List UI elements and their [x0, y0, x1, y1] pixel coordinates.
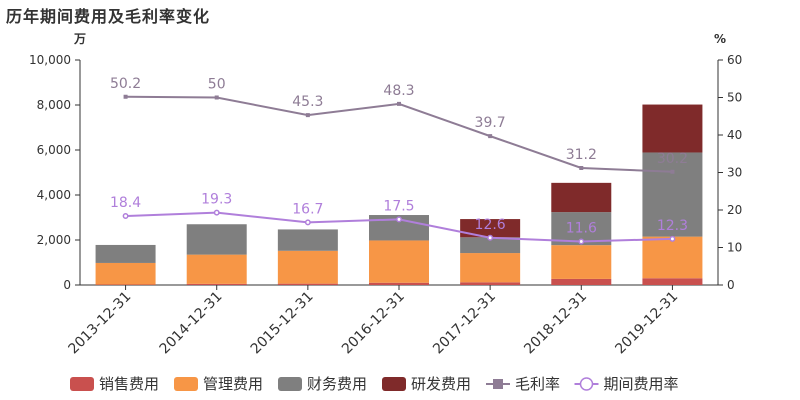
data-label: 39.7 — [475, 115, 506, 131]
bar-segment — [277, 229, 338, 251]
bar-segment — [460, 253, 521, 283]
y-right-tick-label: 60 — [727, 53, 742, 67]
legend-label: 期间费用率 — [604, 375, 679, 393]
data-point — [123, 94, 128, 99]
bar-segment — [460, 282, 521, 285]
x-tick-label: 2013-12-31 — [66, 289, 135, 358]
bar-segment — [551, 182, 612, 213]
data-label: 12.3 — [657, 218, 688, 234]
data-point — [396, 216, 402, 223]
bar-segment — [460, 237, 521, 254]
data-label: 48.3 — [383, 83, 414, 99]
legend-label: 销售费用 — [99, 375, 159, 393]
bar-segment — [642, 236, 703, 279]
bar-segment — [186, 254, 247, 284]
bar-segment — [95, 262, 156, 285]
bar-segment — [277, 250, 338, 284]
bar-segment — [186, 224, 247, 255]
y-right-tick-label: 0 — [727, 278, 735, 292]
legend-label: 财务费用 — [307, 375, 367, 393]
data-label: 11.6 — [566, 221, 597, 237]
x-tick-label: 2019-12-31 — [612, 289, 681, 358]
y-left-tick-label: 6,000 — [37, 143, 71, 157]
bar-segment — [95, 244, 156, 263]
data-label: 50.2 — [110, 76, 141, 92]
data-label: 19.3 — [201, 192, 232, 208]
legend-marker — [579, 377, 594, 391]
legend-swatch — [278, 377, 302, 391]
legend-swatch — [382, 377, 406, 391]
legend-swatch — [174, 377, 198, 391]
legend-swatch — [70, 377, 94, 391]
y-left-tick-label: 8,000 — [37, 98, 71, 112]
data-label: 12.6 — [475, 217, 506, 233]
data-label: 30.2 — [657, 151, 688, 167]
x-tick-label: 2018-12-31 — [521, 289, 590, 358]
legend-label: 毛利率 — [515, 375, 560, 393]
data-point — [213, 209, 220, 216]
legend-label: 研发费用 — [411, 375, 471, 393]
bar-segment — [460, 219, 521, 238]
x-tick-label: 2015-12-31 — [248, 289, 317, 358]
y-left-tick-label: 4,000 — [37, 188, 71, 202]
x-tick-label: 2016-12-31 — [339, 289, 408, 358]
y-left-tick-label: 0 — [63, 278, 71, 292]
bar-segment — [642, 152, 703, 237]
data-point — [122, 213, 129, 219]
bar-segment — [551, 245, 612, 279]
bar-segment — [186, 283, 247, 285]
data-point — [488, 134, 493, 139]
bar-segment — [642, 104, 703, 153]
data-label: 18.4 — [110, 195, 141, 211]
data-point — [397, 101, 401, 106]
legend-label: 管理费用 — [203, 375, 263, 393]
data-point — [214, 95, 219, 100]
data-label: 50 — [208, 77, 226, 93]
y-left-tick-label: 10,000 — [29, 53, 71, 67]
x-tick-label: 2017-12-31 — [430, 289, 499, 358]
bar-segment — [369, 282, 429, 285]
y-left-tick-label: 2,000 — [37, 233, 71, 247]
y-right-tick-label: 40 — [727, 128, 742, 142]
data-point — [487, 234, 494, 241]
bar-segment — [369, 240, 429, 283]
x-tick-label: 2014-12-31 — [157, 289, 226, 358]
y-left-unit: 万 — [73, 32, 86, 46]
data-point — [579, 166, 584, 170]
data-label: 45.3 — [292, 94, 323, 110]
data-label: 16.7 — [292, 201, 323, 217]
bar-segment — [642, 278, 703, 285]
chart-title: 历年期间费用及毛利率变化 — [6, 7, 211, 26]
data-label: 17.5 — [383, 198, 414, 214]
bar-segment — [277, 283, 338, 285]
y-right-tick-label: 10 — [727, 241, 742, 255]
bar-segment — [551, 278, 612, 285]
data-point — [578, 238, 585, 245]
data-point — [670, 169, 675, 174]
data-point — [669, 235, 676, 242]
y-right-tick-label: 50 — [727, 91, 742, 105]
y-right-unit: % — [714, 32, 726, 46]
legend-marker — [493, 379, 503, 389]
y-right-tick-label: 30 — [727, 166, 742, 180]
data-point — [305, 113, 310, 118]
data-label: 31.2 — [566, 147, 597, 163]
data-point — [304, 219, 311, 226]
y-right-tick-label: 20 — [727, 203, 742, 217]
